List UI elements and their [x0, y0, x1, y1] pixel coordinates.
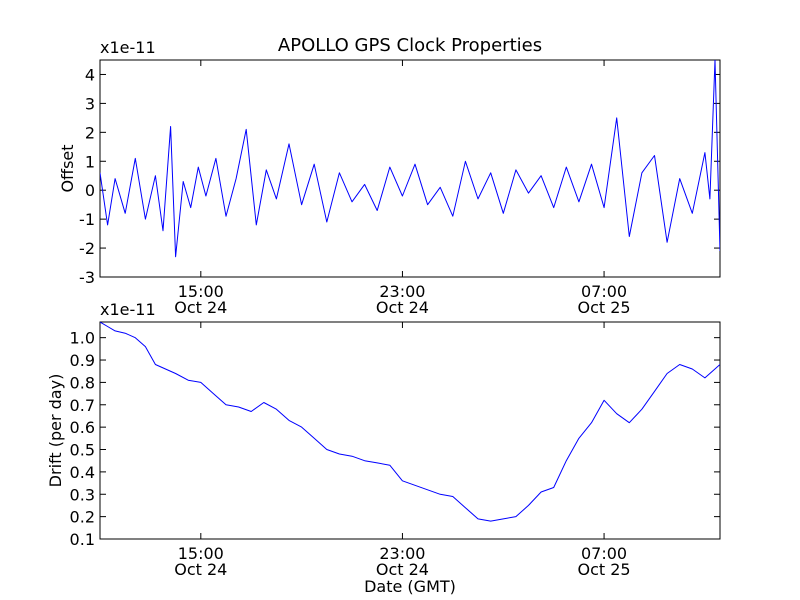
offset-y-tick-label: -3 [79, 268, 95, 287]
drift-x-tick-time-label: 07:00 [581, 544, 627, 563]
chart-title: APOLLO GPS Clock Properties [278, 35, 542, 56]
drift-y-tick-label: 0.8 [70, 373, 95, 392]
drift-y-tick-label: 0.1 [70, 530, 95, 549]
offset-x-tick-date-label: Oct 24 [174, 298, 227, 317]
drift-x-tick-time-label: 15:00 [178, 544, 224, 563]
drift-y-tick-label: 0.7 [70, 396, 95, 415]
drift-x-tick-date-label: Oct 24 [174, 560, 227, 579]
offset-y-tick-label: 2 [85, 123, 95, 142]
drift-y-tick-label: 0.9 [70, 351, 95, 370]
drift-panel: x1e-11 Drift (per day) Date (GMT) 0.1 0.2… [46, 300, 721, 596]
offset-plot-frame [99, 59, 721, 278]
drift-y-tick-label: 0.5 [70, 441, 95, 460]
drift-x-axis-label: Date (GMT) [364, 577, 456, 596]
drift-y-tick-label: 0.3 [70, 485, 95, 504]
drift-y-tick-label: 0.4 [70, 463, 95, 482]
offset-x-tick-time-label: 15:00 [178, 282, 224, 301]
offset-series-line [100, 60, 720, 258]
offset-x-tick-time-label: 07:00 [581, 282, 627, 301]
offset-y-tick-label: -1 [79, 210, 95, 229]
offset-x-tick-time-label: 23:00 [379, 282, 425, 301]
drift-y-tick-label: 1.0 [70, 329, 95, 348]
offset-x-tick-date-label: Oct 24 [376, 298, 429, 317]
offset-y-tick-label: 3 [85, 94, 95, 113]
offset-y-tick-label: 1 [85, 152, 95, 171]
offset-x-tick-date-label: Oct 25 [578, 298, 631, 317]
drift-y-tick-label: 0.2 [70, 508, 95, 527]
drift-y-tick-label: 0.6 [70, 418, 95, 437]
offset-y-tick-label: 4 [85, 65, 95, 84]
drift-x-tick-date-label: Oct 24 [376, 560, 429, 579]
drift-y-axis-label: Drift (per day) [46, 374, 65, 488]
drift-x-tick-date-label: Oct 25 [578, 560, 631, 579]
drift-series-line [100, 322, 720, 522]
offset-scale-label: x1e-11 [100, 38, 156, 57]
drift-scale-label: x1e-11 [100, 300, 156, 319]
offset-y-tick-label: 0 [85, 181, 95, 200]
offset-y-axis-label: Offset [58, 144, 77, 192]
offset-y-tick-label: -2 [79, 239, 95, 258]
drift-x-tick-time-label: 23:00 [379, 544, 425, 563]
drift-plot-frame [99, 321, 721, 540]
